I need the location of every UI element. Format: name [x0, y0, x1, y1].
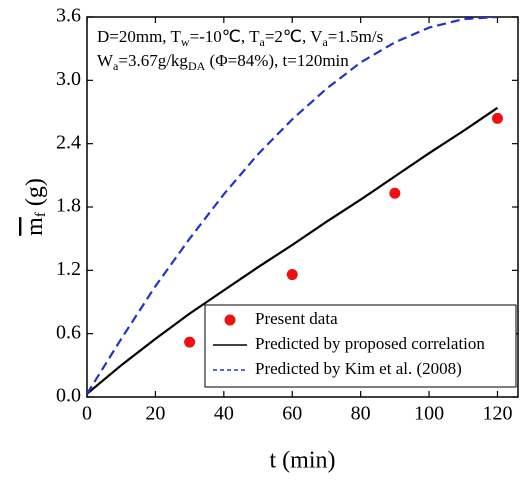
x-tick-label: 60	[282, 403, 302, 425]
series-line	[87, 106, 499, 395]
legend-marker	[224, 314, 236, 326]
legend-label: Present data	[255, 309, 338, 328]
annotation-part: W	[97, 51, 114, 70]
annotation-part: (Φ=84%), t=120min	[205, 51, 349, 70]
y-tick-label: 2.4	[56, 131, 81, 153]
data-point	[286, 269, 298, 281]
x-tick-label: 0	[82, 403, 92, 425]
x-tick-label: 40	[214, 403, 234, 425]
x-tick-label: 100	[414, 403, 444, 425]
x-tick-label: 80	[351, 403, 371, 425]
y-tick-label: 0.0	[56, 385, 81, 407]
annotation-part: =3.67g/kg	[118, 51, 188, 70]
subscript: a	[259, 35, 265, 49]
annotation: Wa=3.67g/kgDA (Φ=84%), t=120min	[97, 51, 349, 73]
y-tick-label: 3.0	[56, 68, 81, 90]
legend-label: Predicted by proposed correlation	[255, 334, 485, 353]
annotation-part: D=20mm, T	[97, 27, 182, 46]
x-tick-label: 20	[145, 403, 165, 425]
annotation: D=20mm, Tw=-10℃, Ta=2℃, Va=1.5m/s	[97, 27, 383, 49]
annotation-part: =-10℃, T	[190, 27, 261, 46]
subscript: a	[113, 59, 119, 73]
label-part: (g)	[22, 178, 48, 212]
legend-label: Predicted by Kim et al. (2008)	[255, 359, 462, 378]
y-tick-label: 1.8	[56, 195, 81, 217]
data-point	[184, 336, 196, 348]
legend-box	[204, 304, 517, 388]
subscript: DA	[188, 59, 206, 73]
annotation-part: =1.5m/s	[328, 27, 383, 46]
label-part: m	[22, 217, 48, 236]
subscript: f	[33, 212, 49, 217]
series-line	[87, 17, 498, 395]
y-tick-label: 0.6	[56, 321, 81, 343]
legend: Present data Predicted by proposed correl…	[204, 304, 517, 388]
y-tick-label: 3.6	[56, 5, 81, 27]
x-tick-label: 120	[482, 403, 512, 425]
data-point	[389, 187, 401, 199]
subscript: a	[322, 35, 328, 49]
x-axis-label: t (min)	[270, 448, 336, 474]
y-tick-label: 1.2	[56, 258, 81, 280]
subscript: w	[181, 35, 190, 49]
annotation-part: =2℃, V	[265, 27, 323, 46]
y-axis-label: mf (g)	[22, 178, 50, 236]
data-point	[491, 112, 503, 124]
